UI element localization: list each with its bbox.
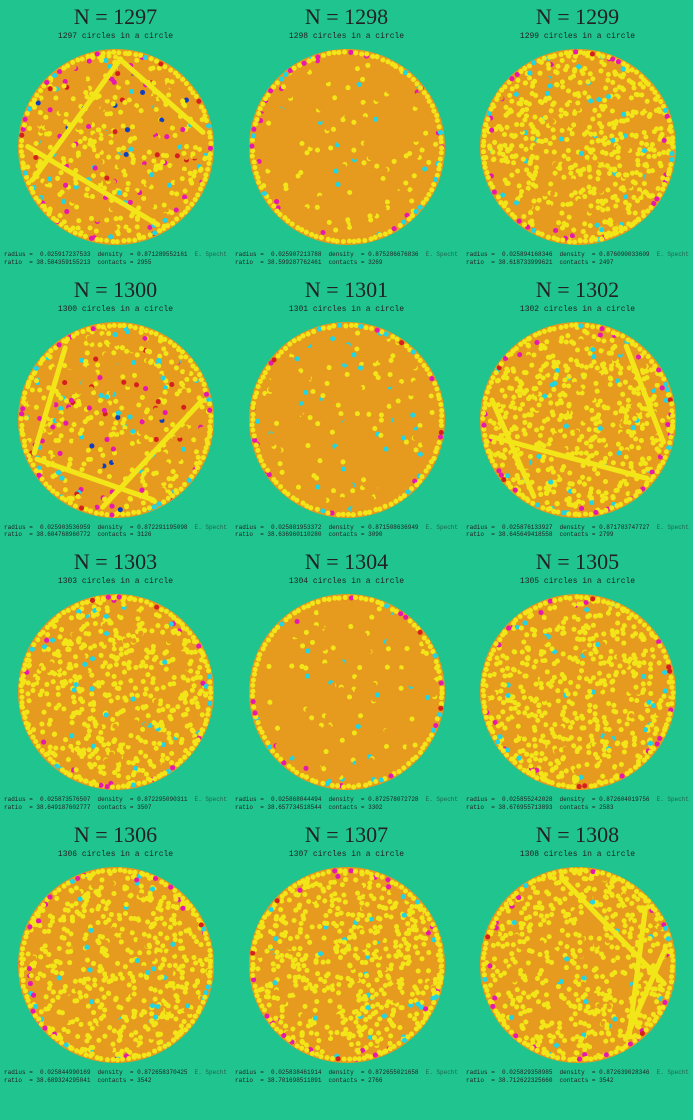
panel-title: N = 1297 — [74, 4, 157, 30]
stat-density-contacts: density = 0.871783747727contacts = 2799 — [560, 524, 650, 540]
panel-title: N = 1302 — [536, 277, 619, 303]
stat-radius-ratio: radius = 0.025829358985ratio = 38.712622… — [466, 1069, 552, 1085]
panel-subtitle: 1305 circles in a circle — [520, 577, 635, 586]
packing-figure — [478, 47, 678, 247]
panel-subtitle: 1298 circles in a circle — [289, 32, 404, 41]
panel-subtitle: 1303 circles in a circle — [58, 577, 173, 586]
packing-figure — [16, 47, 216, 247]
panel-title: N = 1298 — [305, 4, 388, 30]
packing-panel: N = 1302 1302 circles in a circle radius… — [462, 273, 693, 546]
panel-subtitle: 1300 circles in a circle — [58, 305, 173, 314]
panel-stats: radius = 0.025903536959ratio = 38.604768… — [2, 524, 229, 540]
panel-stats: radius = 0.025894168346ratio = 38.618733… — [464, 251, 691, 267]
stat-credit: E. Specht — [657, 1069, 689, 1085]
packing-figure — [16, 592, 216, 792]
stat-radius-ratio: radius = 0.025881953372ratio = 38.636960… — [235, 524, 321, 540]
packing-panel: N = 1300 1300 circles in a circle radius… — [0, 273, 231, 546]
stat-radius-ratio: radius = 0.025844990169ratio = 38.689324… — [4, 1069, 90, 1085]
packing-panel: N = 1303 1303 circles in a circle radius… — [0, 545, 231, 818]
stat-density-contacts: density = 0.872655021658contacts = 2766 — [329, 1069, 419, 1085]
packing-panel: N = 1297 1297 circles in a circle radius… — [0, 0, 231, 273]
stat-credit: E. Specht — [657, 524, 689, 540]
panel-stats: radius = 0.025917237533ratio = 38.584359… — [2, 251, 229, 267]
stat-radius-ratio: radius = 0.025894168346ratio = 38.618733… — [466, 251, 552, 267]
panel-subtitle: 1307 circles in a circle — [289, 850, 404, 859]
packing-figure — [247, 592, 447, 792]
stat-radius-ratio: radius = 0.025873576507ratio = 38.649187… — [4, 796, 90, 812]
packing-panel: N = 1305 1305 circles in a circle radius… — [462, 545, 693, 818]
packing-panel: N = 1308 1308 circles in a circle radius… — [462, 818, 693, 1091]
panel-stats: radius = 0.025907213788ratio = 38.599287… — [233, 251, 460, 267]
packing-figure — [247, 320, 447, 520]
stat-density-contacts: density = 0.871508636949contacts = 3090 — [329, 524, 419, 540]
packing-figure — [16, 320, 216, 520]
stat-radius-ratio: radius = 0.025876133927ratio = 38.645649… — [466, 524, 552, 540]
panel-subtitle: 1308 circles in a circle — [520, 850, 635, 859]
stat-density-contacts: density = 0.876090033609contacts = 2497 — [560, 251, 650, 267]
packing-figure — [478, 865, 678, 1065]
packing-panel: N = 1299 1299 circles in a circle radius… — [462, 0, 693, 273]
stat-credit: E. Specht — [195, 251, 227, 267]
stat-density-contacts: density = 0.872658370425contacts = 3542 — [98, 1069, 188, 1085]
stat-radius-ratio: radius = 0.025917237533ratio = 38.584359… — [4, 251, 90, 267]
panel-title: N = 1308 — [536, 822, 619, 848]
panel-title: N = 1304 — [305, 549, 388, 575]
panel-stats: radius = 0.025844990169ratio = 38.689324… — [2, 1069, 229, 1085]
stat-radius-ratio: radius = 0.025907213788ratio = 38.599287… — [235, 251, 321, 267]
stat-radius-ratio: radius = 0.025855242028ratio = 38.676955… — [466, 796, 552, 812]
panel-stats: radius = 0.025873576507ratio = 38.649187… — [2, 796, 229, 812]
panel-stats: radius = 0.025876133927ratio = 38.645649… — [464, 524, 691, 540]
stat-density-contacts: density = 0.872578072728contacts = 3302 — [329, 796, 419, 812]
stat-radius-ratio: radius = 0.025838461914ratio = 38.701698… — [235, 1069, 321, 1085]
stat-radius-ratio: radius = 0.025868044494ratio = 38.657734… — [235, 796, 321, 812]
panel-stats: radius = 0.025868044494ratio = 38.657734… — [233, 796, 460, 812]
panel-title: N = 1303 — [74, 549, 157, 575]
stat-density-contacts: density = 0.872291195098contacts = 3126 — [98, 524, 188, 540]
stat-density-contacts: density = 0.871289552161contacts = 2955 — [98, 251, 188, 267]
panel-stats: radius = 0.025838461914ratio = 38.701698… — [233, 1069, 460, 1085]
panel-title: N = 1306 — [74, 822, 157, 848]
panel-title: N = 1300 — [74, 277, 157, 303]
panel-grid: N = 1297 1297 circles in a circle radius… — [0, 0, 693, 1090]
stat-credit: E. Specht — [426, 796, 458, 812]
panel-title: N = 1305 — [536, 549, 619, 575]
panel-stats: radius = 0.025829358985ratio = 38.712622… — [464, 1069, 691, 1085]
panel-subtitle: 1306 circles in a circle — [58, 850, 173, 859]
stat-credit: E. Specht — [195, 1069, 227, 1085]
stat-credit: E. Specht — [657, 796, 689, 812]
stat-credit: E. Specht — [657, 251, 689, 267]
panel-stats: radius = 0.025855242028ratio = 38.676955… — [464, 796, 691, 812]
stat-density-contacts: density = 0.872639028346contacts = 3542 — [560, 1069, 650, 1085]
stat-credit: E. Specht — [195, 524, 227, 540]
panel-title: N = 1307 — [305, 822, 388, 848]
stat-density-contacts: density = 0.875286676836contacts = 3269 — [329, 251, 419, 267]
packing-figure — [247, 865, 447, 1065]
packing-panel: N = 1304 1304 circles in a circle radius… — [231, 545, 462, 818]
packing-panel: N = 1306 1306 circles in a circle radius… — [0, 818, 231, 1091]
packing-panel: N = 1298 1298 circles in a circle radius… — [231, 0, 462, 273]
packing-figure — [478, 320, 678, 520]
stat-radius-ratio: radius = 0.025903536959ratio = 38.604768… — [4, 524, 90, 540]
stat-density-contacts: density = 0.872295090311contacts = 3507 — [98, 796, 188, 812]
panel-subtitle: 1301 circles in a circle — [289, 305, 404, 314]
packing-figure — [478, 592, 678, 792]
panel-subtitle: 1299 circles in a circle — [520, 32, 635, 41]
stat-density-contacts: density = 0.872604019756contacts = 2583 — [560, 796, 650, 812]
packing-figure — [247, 47, 447, 247]
packing-figure — [16, 865, 216, 1065]
panel-subtitle: 1304 circles in a circle — [289, 577, 404, 586]
panel-subtitle: 1302 circles in a circle — [520, 305, 635, 314]
panel-title: N = 1299 — [536, 4, 619, 30]
panel-stats: radius = 0.025881953372ratio = 38.636960… — [233, 524, 460, 540]
panel-subtitle: 1297 circles in a circle — [58, 32, 173, 41]
panel-title: N = 1301 — [305, 277, 388, 303]
packing-panel: N = 1307 1307 circles in a circle radius… — [231, 818, 462, 1091]
stat-credit: E. Specht — [195, 796, 227, 812]
stat-credit: E. Specht — [426, 1069, 458, 1085]
stat-credit: E. Specht — [426, 524, 458, 540]
packing-panel: N = 1301 1301 circles in a circle radius… — [231, 273, 462, 546]
stat-credit: E. Specht — [426, 251, 458, 267]
